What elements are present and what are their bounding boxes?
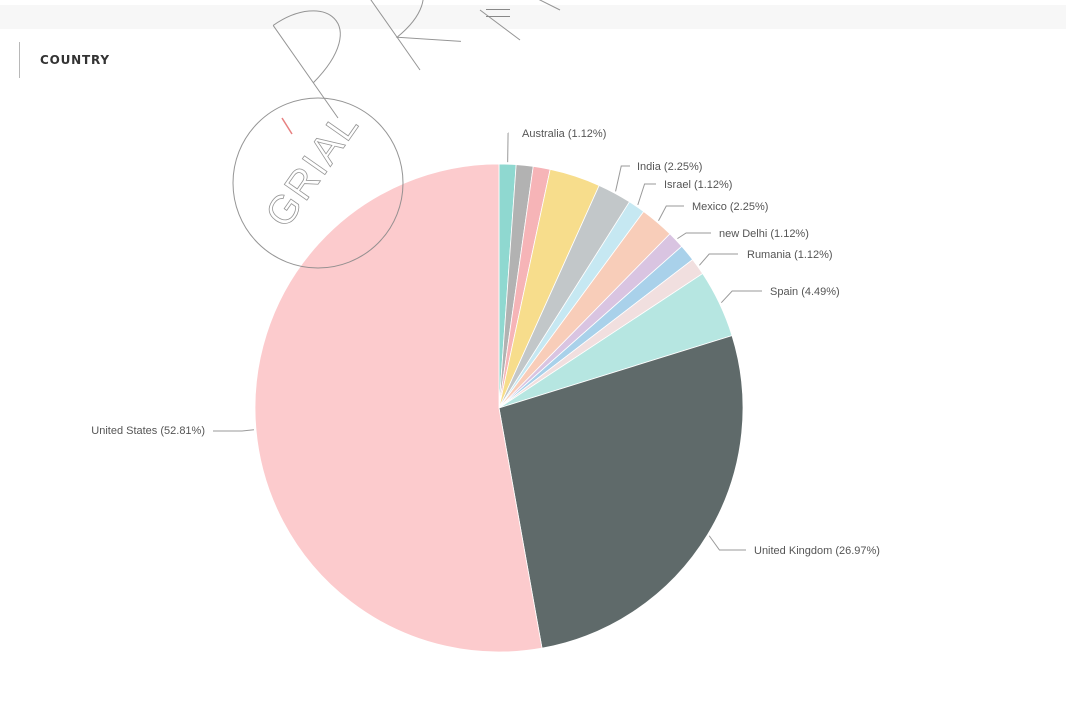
pie-slice[interactable] bbox=[498, 335, 744, 649]
leader-line bbox=[213, 429, 255, 432]
slice-labels: Australia (1.12%) India (2.25%) Israel (1.… bbox=[91, 128, 880, 557]
slice-label: India (2.25%) bbox=[637, 161, 702, 173]
slice-label: Spain (4.49%) bbox=[770, 286, 840, 298]
watermark-letter-r bbox=[362, 0, 461, 71]
slice-label: new Delhi (1.12%) bbox=[719, 228, 809, 240]
leader-line bbox=[708, 535, 746, 551]
leader-line bbox=[699, 253, 738, 266]
leader-line bbox=[615, 165, 630, 192]
slice-label: Israel (1.12%) bbox=[664, 179, 732, 191]
leader-line bbox=[658, 205, 684, 221]
label-leader-lines bbox=[213, 132, 762, 551]
slice-label: United States (52.81%) bbox=[91, 425, 205, 437]
chart-title: COUNTRY bbox=[40, 53, 110, 67]
leader-line bbox=[637, 183, 656, 206]
watermark-letter-e bbox=[479, 0, 561, 41]
slice-label: United Kingdom (26.97%) bbox=[754, 545, 880, 557]
visual-title-container: COUNTRY bbox=[19, 42, 110, 78]
watermark-circle bbox=[232, 97, 404, 269]
visual-header-bar bbox=[0, 5, 1066, 29]
slice-label: Australia (1.12%) bbox=[522, 128, 606, 140]
pie-slice[interactable] bbox=[254, 163, 543, 653]
watermark-letter-p bbox=[272, 10, 341, 119]
watermark-accent-mark bbox=[281, 117, 293, 135]
slice-label: Rumania (1.12%) bbox=[747, 249, 833, 261]
leader-line bbox=[720, 290, 762, 304]
pie-slices bbox=[254, 163, 744, 653]
drag-handle-icon[interactable] bbox=[486, 9, 510, 17]
slice-label: Mexico (2.25%) bbox=[692, 201, 768, 213]
leader-line bbox=[677, 232, 711, 240]
